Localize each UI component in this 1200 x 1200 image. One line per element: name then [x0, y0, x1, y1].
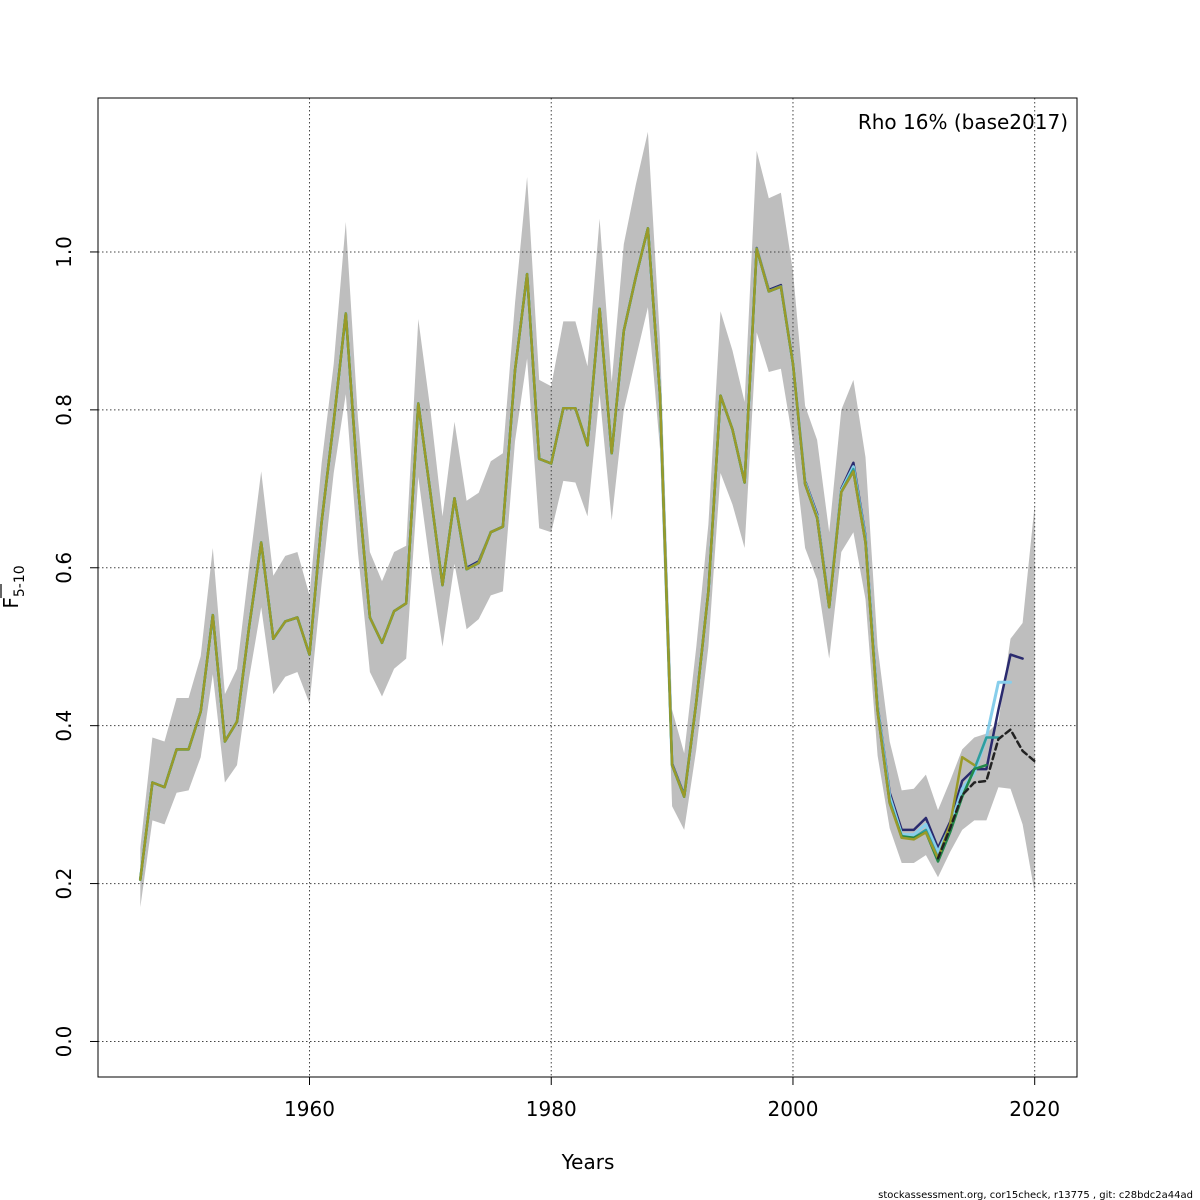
y-tick-label: 0.0	[52, 1026, 76, 1058]
y-axis: 0.0 0.2 0.4 0.6 0.8 1.0	[52, 236, 98, 1057]
confidence-band	[140, 131, 1035, 908]
x-tick-label: 1980	[526, 1097, 577, 1121]
x-axis-title: Years	[561, 1150, 615, 1174]
x-tick-label: 2020	[1009, 1097, 1060, 1121]
x-tick-label: 1960	[284, 1097, 335, 1121]
y-tick-label: 0.2	[52, 868, 76, 900]
annotation-text: Rho 16% (base2017)	[858, 110, 1068, 134]
y-axis-title-main: F	[0, 597, 23, 609]
series-line-5	[139, 227, 976, 881]
footer-credit: stockassessment.org, cor15check, r13775 …	[878, 1190, 1193, 1200]
series-layer	[138, 226, 1036, 882]
y-axis-title-text: F5-10	[0, 565, 28, 608]
series-line-6	[936, 728, 1036, 860]
y-tick-label: 0.8	[52, 394, 76, 426]
y-tick-label: 0.6	[52, 552, 76, 584]
confidence-band-layer	[140, 131, 1035, 908]
x-tick-label: 2000	[768, 1097, 819, 1121]
y-axis-title: F5-10	[0, 565, 28, 608]
y-tick-label: 0.4	[52, 710, 76, 742]
y-tick-label: 1.0	[52, 236, 76, 268]
plot-frame	[97, 97, 1078, 1078]
x-axis: 1960 1980 2000 2020	[284, 1077, 1060, 1121]
grid-layer	[98, 98, 1077, 1077]
y-axis-title-sub: 5-10	[12, 565, 28, 597]
